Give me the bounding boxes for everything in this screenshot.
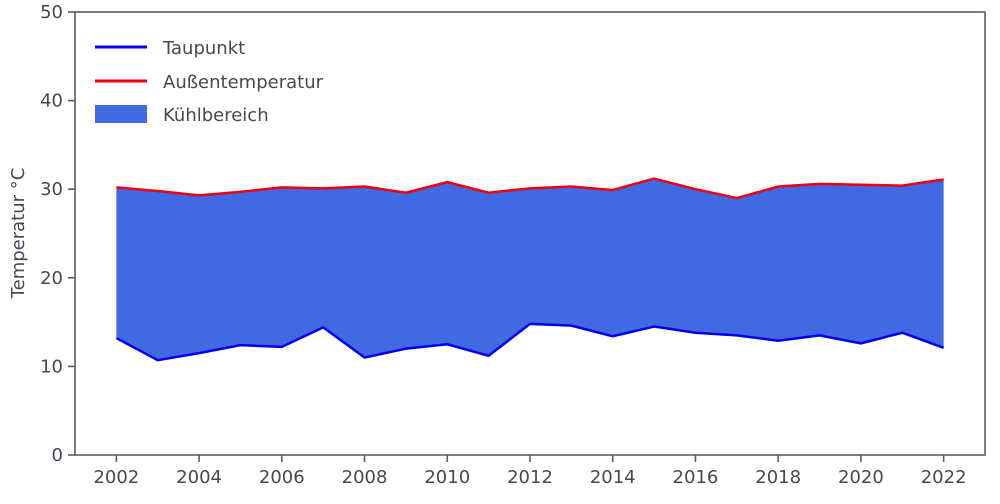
x-tick-label: 2014 — [590, 467, 636, 488]
legend-taupunkt-label: Taupunkt — [162, 38, 245, 59]
x-tick-label: 2022 — [921, 467, 967, 488]
y-tick-label: 20 — [40, 268, 63, 289]
axis-layer: 0 10 20 30 40 50 2002 2004 2006 2008 2010 2012 2014 2… — [40, 2, 986, 488]
y-tick-label: 10 — [40, 356, 63, 377]
x-tick-label: 2018 — [755, 467, 801, 488]
x-tick-label: 2016 — [673, 467, 719, 488]
y-axis-label: Temperatur °C — [8, 168, 29, 300]
area-layer — [116, 178, 944, 361]
x-tick-label: 2012 — [507, 467, 553, 488]
y-tick-label: 0 — [52, 445, 63, 466]
aussentemperatur-line — [116, 177, 944, 200]
y-tick-label: 30 — [40, 179, 63, 200]
x-tick-label: 2004 — [176, 467, 222, 488]
x-tick-label: 2010 — [424, 467, 470, 488]
y-tick-label: 40 — [40, 91, 63, 112]
line-layer — [115, 177, 945, 362]
taupunkt-line — [115, 322, 945, 362]
x-tick-label: 2002 — [93, 467, 139, 488]
legend-aussentemperatur-label: Außentemperatur — [163, 72, 324, 93]
legend-kuehlbereich-label: Kühlbereich — [163, 105, 269, 126]
x-tick-label: 2020 — [838, 467, 884, 488]
x-tick-label: 2008 — [342, 467, 388, 488]
kuehlbereich-area — [116, 178, 944, 361]
y-tick-label: 50 — [40, 2, 63, 23]
chart-legend: Taupunkt Außentemperatur Kühlbereich — [95, 38, 324, 126]
legend-kuehlbereich-swatch — [95, 105, 147, 123]
x-tick-label: 2006 — [259, 467, 305, 488]
